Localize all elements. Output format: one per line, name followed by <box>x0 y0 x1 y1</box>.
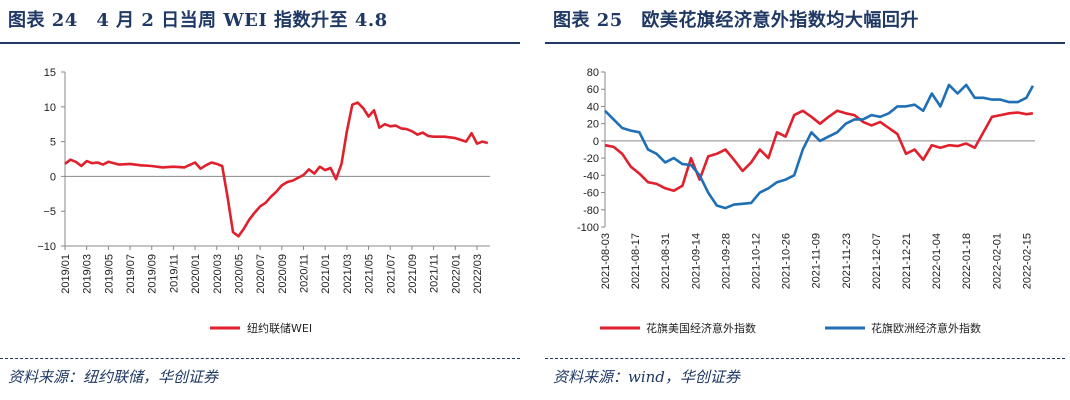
y-tick-label-left: 15 <box>44 67 56 79</box>
chart-title-left: 图表 24 4 月 2 日当周 WEI 指数升至 4.8 <box>8 10 388 31</box>
title-divider-left <box>0 42 520 44</box>
title-divider-right <box>545 42 1065 44</box>
y-tick-label-left: 0 <box>50 171 56 183</box>
y-tick-label-left: −10 <box>37 241 56 253</box>
x-tick-label-left: 2019/07 <box>125 254 137 294</box>
x-tick-label-right: 2022-02-01 <box>991 233 1003 289</box>
chart-title-right: 图表 25 欧美花旗经济意外指数均大幅回升 <box>553 10 919 31</box>
x-tick-label-right: 2022-02-15 <box>1021 233 1033 289</box>
source-divider-right <box>545 358 1065 359</box>
x-tick-label-right: 2021-08-03 <box>600 233 612 289</box>
x-tick-label-left: 2019/03 <box>82 254 94 294</box>
x-tick-label-left: 2021/01 <box>320 254 332 294</box>
x-tick-label-left: 2019/01 <box>60 254 72 294</box>
x-tick-label-right: 2021-09-14 <box>690 233 702 289</box>
x-tick-label-right: 2021-12-07 <box>871 233 883 289</box>
legend-label-wei: 纽约联储WEI <box>247 321 312 335</box>
x-tick-label-right: 2021-08-17 <box>630 233 642 289</box>
source-text-right: 资料来源：wind，华创证券 <box>553 368 740 386</box>
x-tick-label-right: 2021-10-12 <box>751 233 763 289</box>
x-tick-label-right: 2022-01-04 <box>931 233 943 289</box>
x-tick-label-left: 2019/11 <box>168 254 180 293</box>
x-tick-label-left: 2021/05 <box>364 254 376 294</box>
x-tick-label-left: 2022/03 <box>472 254 484 294</box>
y-tick-label-right: -60 <box>583 188 599 200</box>
series-line-eu <box>604 83 1035 210</box>
x-tick-label-right: 2021-09-28 <box>720 233 732 289</box>
chart-left: 15 10 5 0 −5 −10 2019/01 2019/03 2019/05 2019/07 2… <box>37 67 490 335</box>
y-tick-label-left: −5 <box>43 206 56 218</box>
x-tick-label-left: 2020/05 <box>233 254 245 294</box>
x-tick-label-right: 2021-11-23 <box>841 233 853 288</box>
y-tick-label-left: 5 <box>50 137 56 149</box>
legend-label-eu: 花旗欧洲经济意外指数 <box>871 321 981 335</box>
series-line-us <box>604 109 1034 193</box>
y-tick-label-right: 20 <box>587 119 599 131</box>
y-tick-label-right: -40 <box>583 170 599 182</box>
x-tick-label-left: 2020/03 <box>212 254 224 294</box>
x-tick-label-left: 2021/03 <box>342 254 354 294</box>
x-tick-label-left: 2021/07 <box>385 254 397 294</box>
x-tick-label-left: 2020/01 <box>190 254 202 294</box>
x-tick-label-right: 2021-08-31 <box>660 233 672 289</box>
x-tick-label-right: 2021-10-26 <box>781 233 793 289</box>
y-tick-label-right: 0 <box>593 136 599 148</box>
y-tick-label-right: -20 <box>583 153 599 165</box>
x-tick-label-right: 2022-01-18 <box>961 233 973 289</box>
x-tick-label-left: 2019/05 <box>103 254 115 294</box>
source-text-left: 资料来源：纽约联储，华创证券 <box>8 368 219 386</box>
source-divider-left <box>0 358 520 359</box>
x-tick-label-left: 2021/09 <box>407 254 419 294</box>
x-tick-label-right: 2021-12-21 <box>901 233 913 289</box>
x-tick-label-left: 2022/01 <box>450 254 462 294</box>
x-tick-label-left: 2020/11 <box>299 254 311 293</box>
chart-panel-left: 图表 24 4 月 2 日当周 WEI 指数升至 4.8 15 10 5 0 −5 −10… <box>0 0 525 400</box>
y-tick-label-right: -100 <box>577 222 599 234</box>
y-tick-label-right: 40 <box>587 101 599 113</box>
y-tick-label-left: 10 <box>44 102 56 114</box>
x-tick-label-left: 2019/09 <box>147 254 159 294</box>
x-tick-label-left: 2021/11 <box>429 254 441 293</box>
series-line-wei <box>64 101 489 238</box>
x-tick-label-right: 2021-11-09 <box>811 233 823 288</box>
chart-panel-right: 图表 25 欧美花旗经济意外指数均大幅回升 80 60 40 20 0 -20 -40 -60… <box>545 0 1070 400</box>
y-tick-label-right: 60 <box>587 84 599 96</box>
y-tick-label-right: -80 <box>583 205 599 217</box>
y-tick-label-right: 80 <box>587 67 599 79</box>
x-tick-label-left: 2020/09 <box>277 254 289 294</box>
x-tick-label-left: 2020/07 <box>255 254 267 294</box>
legend-label-us: 花旗美国经济意外指数 <box>646 321 756 335</box>
